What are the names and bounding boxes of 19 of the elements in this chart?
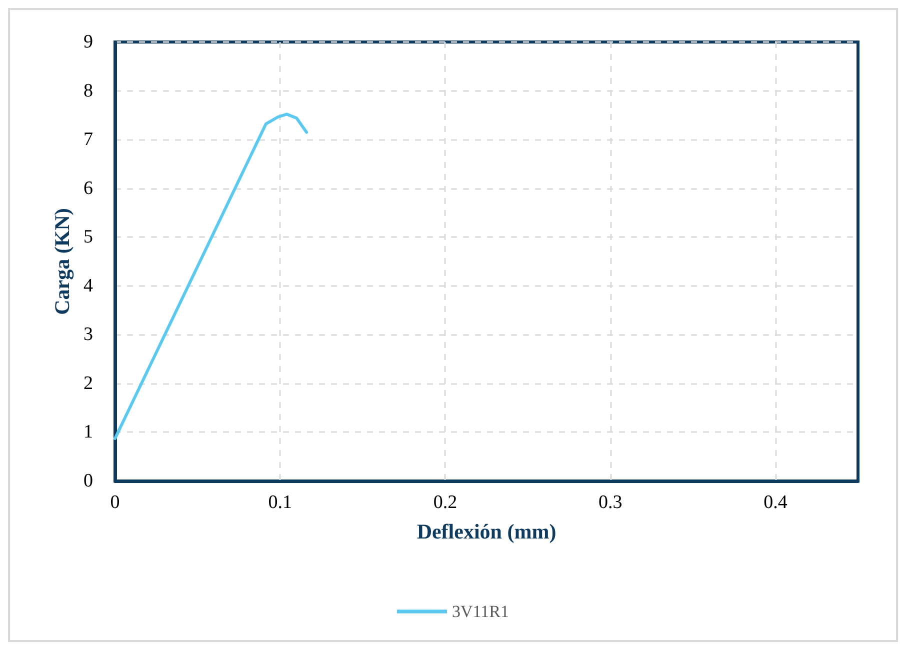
x-tick-label: 0.2 [433,492,458,513]
y-tick-label: 0 [84,470,93,492]
y-tick-label: 8 [84,80,93,102]
x-tick-label: 0.1 [268,492,292,513]
y-axis-title: Carga (KN) [50,208,74,315]
y-tick-label: 2 [84,372,93,394]
y-tick-label: 1 [84,422,93,443]
y-tick-label: 6 [84,178,93,199]
y-tick-label: 7 [84,129,93,150]
y-tick-label: 4 [84,275,94,296]
legend-label: 3V11R1 [452,602,510,621]
y-tick-label: 9 [84,32,93,52]
y-tick-label: 5 [84,226,93,248]
x-axis-title: Deflexión (mm) [416,520,556,544]
x-tick-label: 0.4 [764,492,788,513]
x-tick-label: 0.3 [598,492,622,513]
line-series [114,112,308,440]
y-tick-label: 3 [84,324,93,346]
x-tick-label: 0 [110,492,120,513]
